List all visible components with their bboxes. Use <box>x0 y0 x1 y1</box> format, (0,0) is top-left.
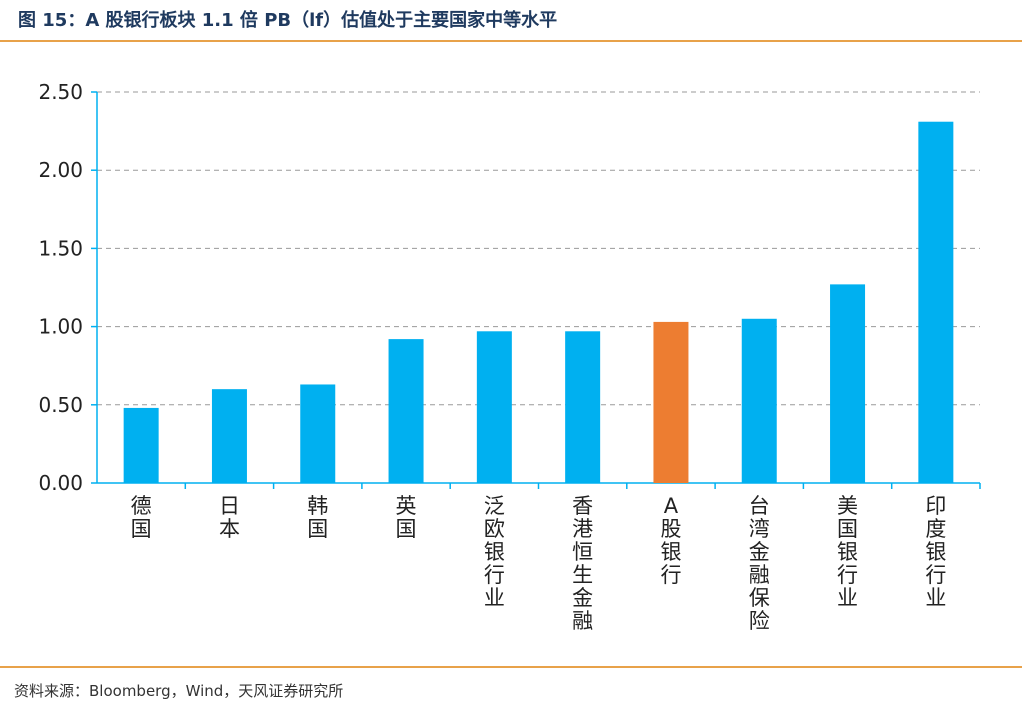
footer-divider <box>0 666 1022 668</box>
x-category-label: 美国银行业 <box>837 494 858 610</box>
y-tick-label: 1.50 <box>38 236 83 260</box>
bar-4 <box>388 339 424 483</box>
x-category-label: 泛欧银行业 <box>484 494 505 610</box>
x-category-label: 印度银行业 <box>925 494 946 610</box>
bar-chart: 0.00 0.50 1.00 1.50 2.00 2.50 德国 日本 韩国 英国 泛欧银行业 香港… <box>38 80 981 633</box>
x-category-label: 德国 <box>131 494 152 541</box>
bar-9 <box>830 284 866 483</box>
y-tick-label: 0.50 <box>38 393 83 417</box>
y-tick-label: 2.50 <box>38 80 83 104</box>
x-category-label: 英国 <box>396 494 417 541</box>
x-category-label: 香港恒生金融 <box>572 494 593 633</box>
chart-title: 图 15：A 股银行板块 1.1 倍 PB（lf）估值处于主要国家中等水平 <box>18 10 558 31</box>
y-tick-label: 2.00 <box>38 158 83 182</box>
y-tick-label: 1.00 <box>38 315 83 339</box>
bar-7 <box>653 321 689 483</box>
bar-5 <box>476 331 512 483</box>
source-note: 资料来源：Bloomberg，Wind，天风证券研究所 <box>14 682 344 700</box>
x-category-label: 台湾金融保险 <box>749 494 770 633</box>
x-category-label: 韩国 <box>307 494 328 541</box>
bar-3 <box>300 384 336 483</box>
x-category-label: A 股银行 <box>660 494 681 587</box>
bar-6 <box>565 331 601 483</box>
x-category-label: 日本 <box>219 494 240 541</box>
bars <box>123 121 954 483</box>
bar-8 <box>741 318 777 483</box>
bar-10 <box>918 121 954 483</box>
bar-1 <box>123 407 159 483</box>
y-tick-label: 0.00 <box>38 471 83 495</box>
header-divider <box>0 40 1022 42</box>
x-category-labels: 德国 日本 韩国 英国 泛欧银行业 香港恒生金融 A 股银行 台湾金融保险 美国银行业 印度银行业 <box>131 494 947 633</box>
bar-2 <box>211 389 247 483</box>
y-tick-labels: 0.00 0.50 1.00 1.50 2.00 2.50 <box>38 80 83 495</box>
